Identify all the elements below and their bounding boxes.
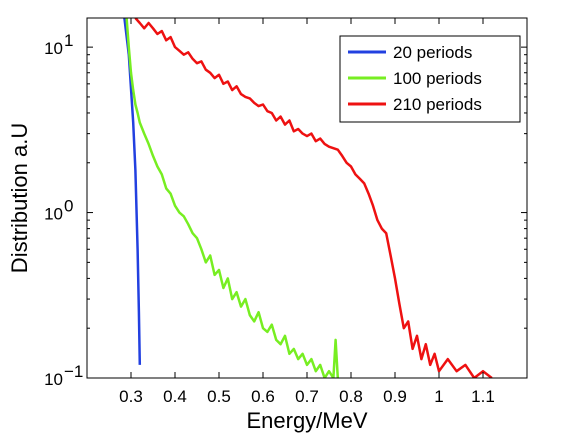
x-tick-label: 1.1	[471, 387, 495, 406]
legend-label-3: 210 periods	[393, 95, 482, 114]
x-tick-label: 0.3	[119, 387, 143, 406]
legend: 20 periods 100 periods 210 periods	[339, 35, 521, 123]
series-line-2	[125, 18, 340, 378]
y-tick-label-exponent: 0	[64, 197, 73, 216]
x-tick-label: 0.6	[251, 387, 275, 406]
x-tick-label: 0.8	[339, 387, 363, 406]
x-tick-label: 0.5	[207, 387, 231, 406]
x-tick-label: 0.4	[163, 387, 187, 406]
y-tick-label: 10	[44, 39, 63, 58]
y-axis-title: Distribution a.U	[7, 123, 32, 273]
legend-label-2: 100 periods	[393, 69, 482, 88]
x-tick-label: 0.9	[383, 387, 407, 406]
legend-label-1: 20 periods	[393, 43, 472, 62]
x-tick-label: 0.7	[295, 387, 319, 406]
x-tick-label: 1	[434, 387, 443, 406]
series-layer	[123, 18, 493, 378]
y-tick-label: 10	[44, 370, 63, 389]
series-line-3	[134, 18, 493, 378]
y-tick-label: 10	[44, 205, 63, 224]
x-axis-title: Energy/MeV	[246, 408, 367, 433]
y-tick-label-exponent: 1	[64, 31, 73, 50]
y-tick-label-exponent: −1	[64, 362, 83, 381]
